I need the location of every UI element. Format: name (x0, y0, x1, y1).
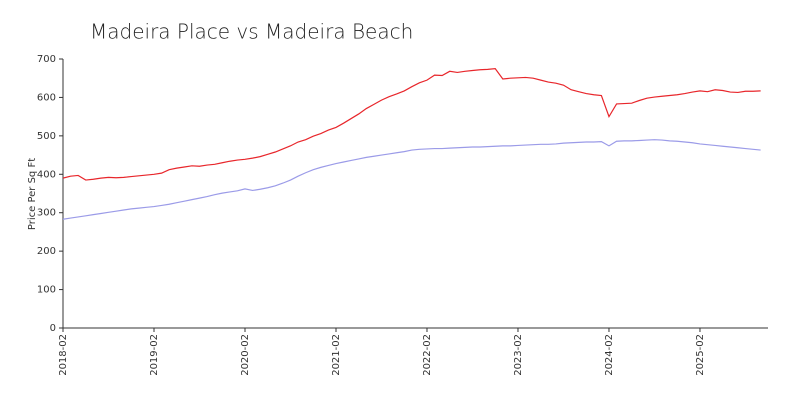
y-tick-label: 400 (37, 169, 56, 180)
x-tick-label: 2021-02 (331, 334, 342, 376)
x-tick-label: 2023-02 (513, 334, 524, 376)
y-tick-label: 300 (37, 208, 56, 219)
y-tick-label: 700 (37, 54, 56, 65)
chart-title: Madeira Place vs Madeira Beach (90, 20, 413, 44)
y-axis-label: Price Per Sq Ft (27, 158, 38, 230)
series-line (62, 67, 761, 181)
x-tick-label: 2022-02 (422, 334, 433, 376)
y-tick-label: 200 (37, 246, 56, 257)
x-tick-label: 2018-02 (58, 334, 69, 376)
x-tick-label: 2019-02 (149, 334, 160, 376)
y-tick-label: 600 (37, 92, 56, 103)
x-tick-label: 2025-02 (695, 334, 706, 376)
series-line (62, 139, 761, 220)
y-tick-label: 0 (50, 323, 56, 334)
x-tick-label: 2020-02 (240, 334, 251, 376)
y-tick-label: 100 (37, 285, 56, 296)
y-tick-label: 500 (37, 131, 56, 142)
x-tick-label: 2024-02 (604, 334, 615, 376)
